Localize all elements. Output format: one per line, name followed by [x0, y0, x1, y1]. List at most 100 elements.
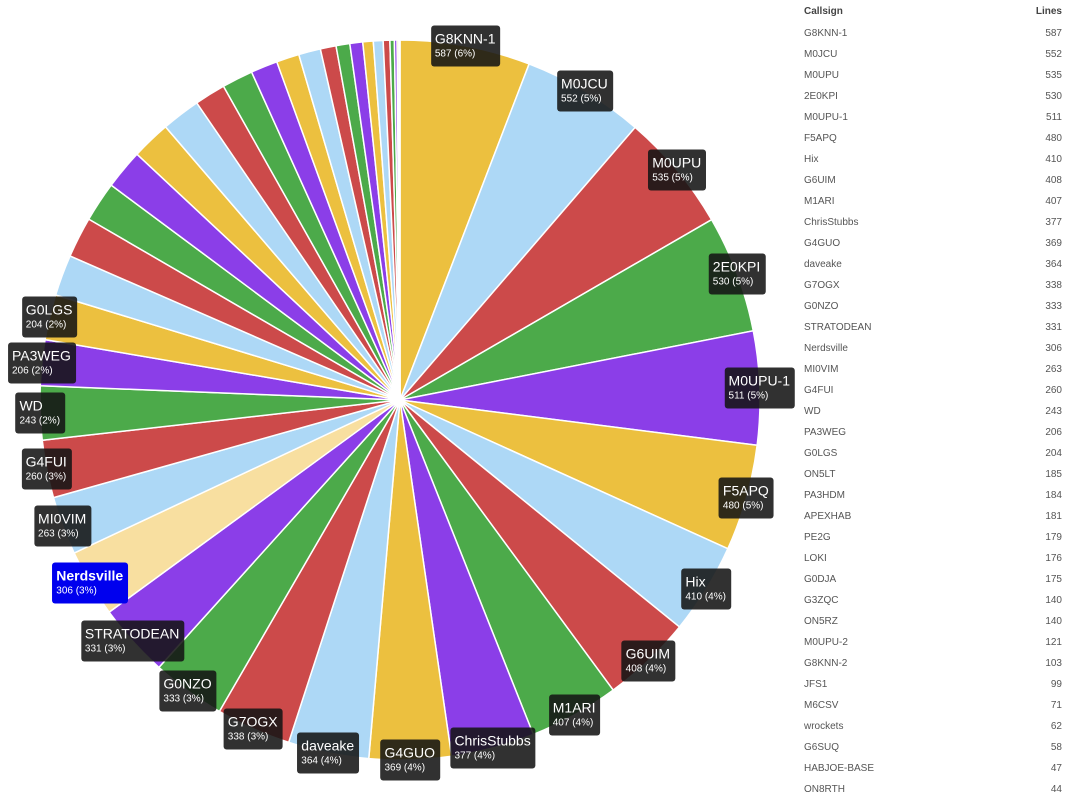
lines-cell: 175	[1045, 574, 1062, 585]
lines-cell: 511	[1046, 112, 1062, 123]
table-row: G6SUQ 58	[798, 737, 1068, 758]
slice-label-name: G6UIM	[625, 645, 670, 662]
callsign-cell: STRATODEAN	[804, 322, 872, 333]
slice-label-name: G4GUO	[384, 744, 436, 761]
lines-cell: 408	[1045, 175, 1062, 186]
table-row: M0UPU 535	[798, 65, 1068, 86]
table-row: PA3WEG 206	[798, 422, 1068, 443]
lines-cell: 140	[1045, 595, 1062, 606]
callsign-cell: G4GUO	[804, 238, 841, 249]
slice-label-value: 530 (5%)	[712, 276, 754, 287]
lines-cell: 103	[1045, 658, 1062, 669]
lines-cell: 44	[1050, 784, 1062, 795]
lines-cell: 185	[1045, 469, 1062, 480]
lines-cell: 179	[1045, 532, 1062, 543]
slice-label-name: WD	[19, 397, 43, 414]
callsign-cell: wrockets	[804, 721, 844, 732]
table-row: Nerdsville 306	[798, 338, 1068, 359]
callsign-cell: G0LGS	[804, 448, 838, 459]
callsign-cell: APEXHAB	[804, 511, 852, 522]
lines-cell: 204	[1045, 448, 1062, 459]
lines-cell: 184	[1045, 490, 1062, 501]
callsign-cell: M1ARI	[804, 196, 835, 207]
lines-cell: 181	[1045, 511, 1062, 522]
slice-label-value: 377 (4%)	[454, 750, 496, 762]
table-row: wrockets 62	[798, 716, 1068, 737]
pie-slice-other-41[interactable]	[398, 39, 401, 401]
lines-cell: 260	[1045, 385, 1062, 396]
callsign-cell: MI0VIM	[804, 364, 839, 375]
callsign-cell: Hix	[804, 154, 819, 165]
table-row: G0LGS 204	[798, 443, 1068, 464]
lines-cell: 99	[1050, 679, 1062, 690]
callsign-cell: G3ZQC	[804, 595, 839, 606]
slice-label-value: 260 (3%)	[25, 471, 67, 483]
slice-label-value: 206 (2%)	[12, 365, 53, 377]
callsign-cell: G6UIM	[804, 175, 836, 186]
slice-label-name: 2E0KPI	[712, 258, 761, 274]
slice-label: M0JCU 552 (5%)	[557, 70, 613, 112]
callsign-cell: G0NZO	[804, 301, 839, 312]
table-row: M0UPU-1 511	[798, 107, 1068, 128]
callsign-cell: G4FUI	[804, 385, 834, 396]
slice-label-name: Hix	[685, 573, 706, 590]
header-lines[interactable]: Lines	[1035, 6, 1062, 17]
table-row: daveake 364	[798, 254, 1068, 275]
table-row: ON5RZ 140	[798, 611, 1068, 632]
lines-cell: 535	[1045, 70, 1062, 81]
table-row: M0UPU-2 121	[798, 632, 1068, 653]
table-row: M1ARI 407	[798, 191, 1068, 212]
table-row: PA3HDM 184	[798, 485, 1068, 506]
lines-cell: 47	[1050, 763, 1062, 774]
table-row: JFS1 99	[798, 674, 1068, 695]
slice-label-name: F5APQ	[722, 482, 769, 499]
lines-cell: 140	[1045, 616, 1062, 627]
callsign-cell: ON5LT	[804, 469, 836, 480]
slice-label-name: MI0VIM	[38, 510, 87, 527]
callsign-cell: LOKI	[804, 553, 827, 564]
lines-cell: 369	[1045, 238, 1062, 249]
table-row: F5APQ 480	[798, 128, 1068, 149]
slice-label-name: PA3WEG	[12, 347, 71, 364]
slice-label-value: 587 (6%)	[434, 48, 476, 60]
callsign-cell: G7OGX	[804, 280, 840, 291]
slice-label-value: 407 (4%)	[552, 717, 594, 729]
lines-cell: 333	[1045, 301, 1062, 312]
callsign-cell: G8KNN-1	[804, 28, 848, 39]
table-row: G8KNN-2 103	[798, 653, 1068, 674]
slice-label: G0NZO 333 (3%)	[159, 670, 217, 712]
header-callsign[interactable]: Callsign	[804, 6, 843, 17]
lines-cell: 364	[1045, 259, 1062, 270]
callsign-cell: WD	[804, 406, 821, 417]
lines-cell: 377	[1045, 217, 1062, 228]
slice-label: Hix 410 (4%)	[681, 568, 731, 610]
slice-label-value: 338 (3%)	[227, 731, 269, 743]
table-row: M0JCU 552	[798, 44, 1068, 65]
slice-label-name: G7OGX	[227, 713, 278, 730]
slice-label-value: 408 (4%)	[625, 663, 667, 675]
slice-label-name: G4FUI	[25, 453, 67, 470]
slice-label: G6UIM 408 (4%)	[621, 640, 675, 682]
slice-label-value: 369 (4%)	[384, 762, 426, 774]
callsign-cell: M6CSV	[804, 700, 839, 711]
slice-label: daveake 364 (4%)	[297, 732, 360, 774]
lines-cell: 552	[1045, 49, 1062, 60]
slice-label-name: G0NZO	[163, 675, 212, 692]
slice-label-name: G8KNN-1	[434, 30, 496, 47]
slice-label-value: 535 (5%)	[652, 172, 693, 184]
slice-label-value: 364 (4%)	[301, 755, 342, 767]
slice-label-name: STRATODEAN	[84, 625, 180, 642]
callsign-cell: daveake	[804, 259, 842, 270]
table-row: HABJOE-BASE 47	[798, 758, 1068, 779]
slice-label-name: M1ARI	[552, 699, 596, 716]
table-row: G6UIM 408	[798, 170, 1068, 191]
table-row: G7OGX 338	[798, 275, 1068, 296]
callsign-cell: PA3WEG	[804, 427, 847, 438]
table-row: ChrisStubbs 377	[798, 212, 1068, 233]
callsign-cell: G0DJA	[804, 574, 837, 585]
callsign-cell: ON8RTH	[804, 784, 845, 795]
slice-label: M0UPU 535 (5%)	[648, 149, 707, 191]
callsign-cell: G8KNN-2	[804, 658, 848, 669]
lines-cell: 480	[1045, 133, 1062, 144]
slice-label: MI0VIM 263 (3%)	[34, 505, 92, 547]
